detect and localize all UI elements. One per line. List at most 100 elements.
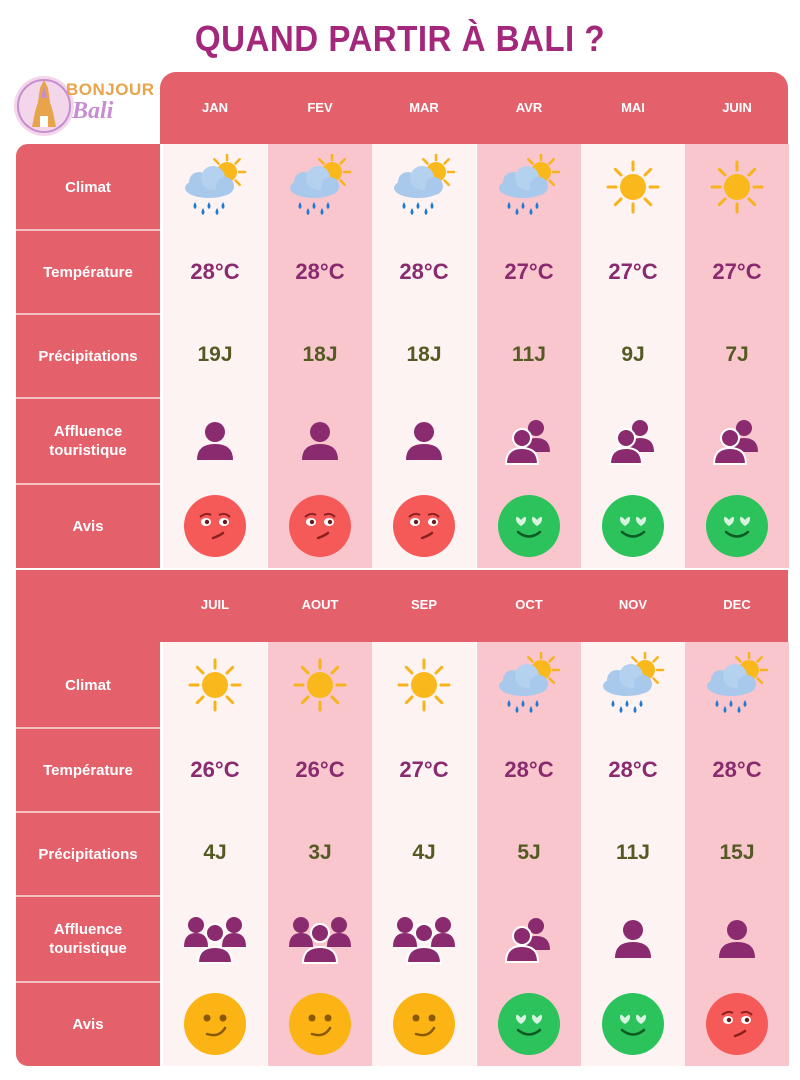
- row-label-column-2: [16, 642, 160, 1066]
- two-people-icon: [685, 398, 789, 484]
- month-label-mai: MAI: [621, 100, 645, 115]
- row-label-climat: Climat: [65, 178, 111, 196]
- rain-days-value: 9J: [621, 343, 645, 366]
- rain-days-value: 11J: [512, 343, 546, 366]
- unhappy-face-icon: [163, 484, 267, 568]
- crowd-icon: [163, 896, 267, 982]
- rain-sun-icon: [477, 642, 581, 728]
- row-separator: [16, 981, 160, 983]
- sun-icon: [268, 642, 372, 728]
- single-person-icon: [581, 896, 685, 982]
- rain-days-value: 4J: [203, 841, 227, 864]
- row-label-avis: Avis: [72, 517, 104, 535]
- bonjour-bali-logo: [10, 72, 160, 140]
- month-label-juin: JUIN: [722, 100, 752, 115]
- row-label-affluence: Affluence touristique: [49, 423, 127, 459]
- row-label-column-1: [16, 144, 160, 568]
- row-separator: [16, 727, 160, 729]
- month-label-aout: AOUT: [301, 597, 339, 612]
- temperature-value: 27°C: [712, 259, 762, 284]
- two-people-icon: [477, 398, 581, 484]
- row-label-climat: Climat: [65, 676, 111, 694]
- temperature-value: 28°C: [504, 757, 554, 782]
- rain-sun-icon: [581, 642, 685, 728]
- row-label-temperature: Température: [43, 761, 133, 779]
- row-separator: [16, 895, 160, 897]
- rain-sun-icon: [268, 144, 372, 230]
- row-label-affluence: Affluence touristique: [49, 921, 127, 957]
- rain-days-value: 11J: [616, 841, 650, 864]
- page-title: QUAND PARTIR À BALI ?: [194, 18, 606, 59]
- month-header-band-2: [160, 570, 788, 642]
- month-label-sep: SEP: [410, 597, 437, 612]
- temperature-value: 27°C: [608, 259, 658, 284]
- month-label-dec: DEC: [723, 597, 751, 612]
- two-people-icon: [581, 398, 685, 484]
- crowd-icon: [372, 896, 476, 982]
- temperature-value: 27°C: [399, 757, 449, 782]
- love-face-icon: [477, 484, 581, 568]
- row-label-temperature: Température: [43, 263, 133, 281]
- temperature-value: 26°C: [190, 757, 240, 782]
- row-label-precipitations: Précipitations: [38, 347, 138, 365]
- rain-days-value: 18J: [406, 343, 442, 366]
- sun-icon: [163, 642, 267, 728]
- rain-sun-icon: [372, 144, 476, 230]
- two-people-icon: [477, 896, 581, 982]
- month-label-jan: JAN: [201, 100, 228, 115]
- month-label-fev: FEV: [307, 100, 333, 115]
- month-label-mar: MAR: [409, 100, 439, 115]
- rain-sun-icon: [685, 642, 789, 728]
- sun-icon: [372, 642, 476, 728]
- rain-days-value: 5J: [517, 841, 541, 864]
- month-header-band-1: [160, 72, 788, 144]
- love-face-icon: [477, 982, 581, 1066]
- row-separator: [16, 483, 160, 485]
- rain-days-value: 7J: [725, 343, 749, 366]
- temperature-value: 28°C: [712, 757, 762, 782]
- logo-text-bali: Bali: [72, 98, 114, 124]
- single-person-icon: [372, 398, 476, 484]
- row-separator: [16, 811, 160, 813]
- sun-icon: [581, 144, 685, 230]
- month-label-oct: OCT: [515, 597, 543, 612]
- unhappy-face-icon: [372, 484, 476, 568]
- row-separator: [16, 229, 160, 231]
- love-face-icon: [685, 484, 789, 568]
- rain-days-value: 18J: [302, 343, 338, 366]
- love-face-icon: [581, 982, 685, 1066]
- temperature-value: 26°C: [295, 757, 345, 782]
- smirk-face-icon: [163, 982, 267, 1066]
- unhappy-face-icon: [268, 484, 372, 568]
- rain-days-value: 19J: [197, 343, 233, 366]
- single-person-icon: [268, 398, 372, 484]
- rain-days-value: 15J: [719, 841, 755, 864]
- love-face-icon: [581, 484, 685, 568]
- crowd-icon: [268, 896, 372, 982]
- smirk-face-icon: [372, 982, 476, 1066]
- sun-icon: [685, 144, 789, 230]
- temperature-value: 28°C: [399, 259, 449, 284]
- smirk-face-icon: [268, 982, 372, 1066]
- temperature-value: 28°C: [608, 757, 658, 782]
- rain-sun-icon: [477, 144, 581, 230]
- rain-days-value: 4J: [412, 841, 436, 864]
- row-label-precipitations: Précipitations: [38, 845, 138, 863]
- temple-logo-icon: [14, 76, 74, 136]
- month-label-juil: JUIL: [200, 597, 230, 612]
- logo-text-bonjour: BONJOUR: [66, 80, 155, 99]
- month-label-nov: NOV: [618, 597, 648, 612]
- unhappy-face-icon: [685, 982, 789, 1066]
- rain-sun-icon: [163, 144, 267, 230]
- row-separator: [16, 313, 160, 315]
- temperature-value: 28°C: [295, 259, 345, 284]
- temperature-value: 28°C: [190, 259, 240, 284]
- single-person-icon: [685, 896, 789, 982]
- single-person-icon: [163, 398, 267, 484]
- header-corner: [16, 570, 160, 642]
- month-label-avr: AVR: [515, 100, 543, 115]
- row-separator: [16, 397, 160, 399]
- row-label-avis: Avis: [72, 1015, 104, 1033]
- rain-days-value: 3J: [308, 841, 332, 864]
- temperature-value: 27°C: [504, 259, 554, 284]
